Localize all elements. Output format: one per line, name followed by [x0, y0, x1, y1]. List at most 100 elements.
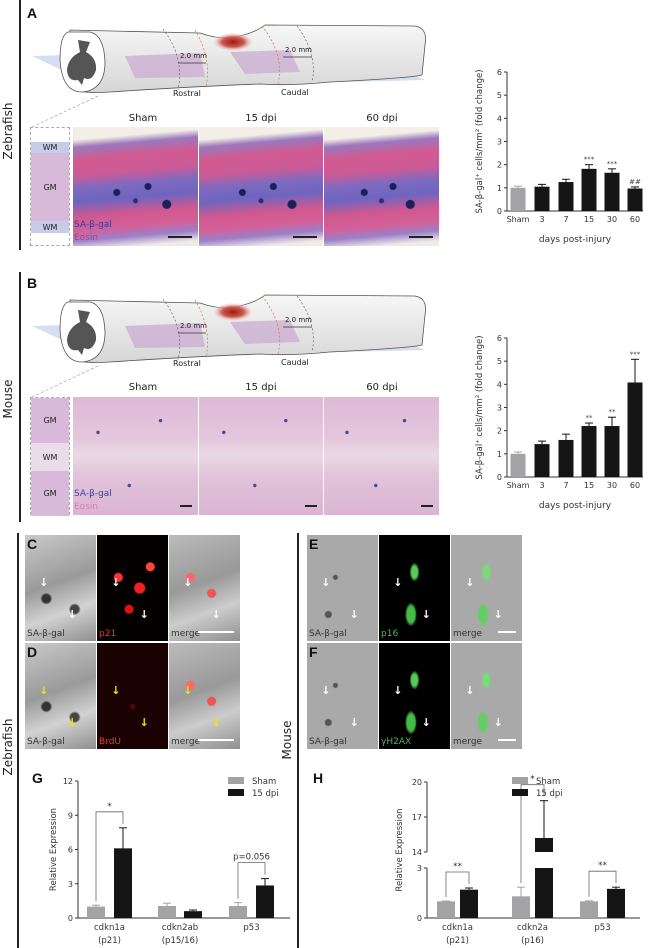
distance-label-caudal-mouse: 2.0 mm: [285, 316, 312, 324]
bar: [558, 439, 574, 477]
y-tick-label: 5: [497, 91, 502, 100]
bar: [604, 172, 620, 211]
arrow-icon: ↓: [139, 716, 149, 730]
y-tick-label: 0: [497, 207, 502, 216]
scale-bar: [198, 631, 234, 633]
panel-label-h: H: [313, 770, 324, 786]
rostral-label: Rostral: [173, 89, 201, 98]
y-axis-label: Relative Expression: [395, 808, 405, 891]
caudal-label: Caudal: [281, 88, 309, 97]
arrow-icon: ↓: [139, 608, 149, 622]
image-label: SA-β-gal: [27, 737, 65, 747]
legend-swatch: [512, 789, 528, 796]
scale-bar: [198, 739, 234, 741]
bar: [558, 182, 574, 211]
histology-image-60dpi: [324, 397, 440, 515]
y-tick-label: 3: [497, 138, 502, 147]
x-tick-sublabel: (p21): [98, 936, 121, 946]
x-tick-label: 3: [539, 215, 544, 224]
significance-label: **: [598, 861, 608, 871]
image-label: p16: [381, 629, 399, 639]
panel-divider: [19, 272, 21, 522]
x-tick-label: p53: [594, 923, 610, 933]
bar-sham: [580, 901, 598, 918]
image-label: SA-β-gal: [27, 629, 65, 639]
arrow-icon: ↓: [211, 716, 221, 730]
image-label: p21: [99, 629, 117, 639]
panel-label-d: D: [27, 644, 38, 660]
y-tick-label: 20: [412, 778, 422, 787]
x-tick-label: 15: [584, 215, 594, 224]
y-tick-label: 2: [497, 427, 502, 436]
panel-label-a: A: [27, 5, 38, 21]
bar-15-dpi: [535, 868, 553, 918]
y-tick-label: 2: [497, 161, 502, 170]
stain-label-sa-beta-gal: SA-β-gal: [74, 220, 112, 230]
y-axis-label: SA-β-gal⁺ cells/mm² (fold change): [475, 335, 485, 479]
image-label: BrdU: [99, 737, 122, 747]
stain-label-sa-beta-gal: SA-β-gal: [74, 489, 112, 499]
x-tick-label: cdkn1a: [442, 923, 473, 933]
arrow-icon: ↓: [321, 684, 331, 698]
image-label: merge: [171, 629, 201, 639]
legend-label: 15 dpi: [252, 789, 279, 799]
histology-image-15dpi: [199, 127, 324, 246]
significance-label: ***: [630, 350, 641, 358]
arrow-icon: ↓: [111, 684, 121, 698]
image-label: merge: [453, 629, 483, 639]
arrow-icon: ↓: [421, 716, 431, 730]
y-tick-label: 0: [497, 473, 502, 482]
significance-label: **: [453, 862, 463, 872]
y-tick-label: 1: [497, 450, 502, 459]
x-axis-label: days post-injury: [539, 501, 612, 511]
significance-label: ***: [584, 156, 595, 164]
legend-swatch: [228, 777, 244, 784]
panel-d-merge-image: merge ↓ ↓: [169, 643, 241, 749]
distance-label-caudal: 2.0 mm: [285, 46, 312, 54]
x-tick-sublabel: (p21): [446, 936, 469, 946]
y-tick-label: 1: [497, 184, 502, 193]
layer-wm: WM: [31, 221, 69, 233]
y-axis-label: Relative Expression: [49, 808, 59, 891]
significance-label: ***: [607, 160, 618, 168]
x-tick-label: Sham: [507, 481, 530, 490]
scale-bar: [498, 631, 516, 633]
y-tick-label: 9: [68, 811, 73, 820]
y-tick-label: 6: [497, 334, 502, 343]
stain-label-eosin: Eosin: [74, 502, 99, 512]
image-label: merge: [453, 737, 483, 747]
panel-label-g: G: [32, 770, 43, 786]
significance-label: *: [530, 775, 535, 785]
x-tick-sublabel: (p16): [521, 936, 544, 946]
arrow-icon: ↓: [465, 576, 475, 590]
bar-sham: [229, 906, 247, 918]
rostral-label-mouse: Rostral: [173, 359, 201, 368]
distance-label-rostral-mouse: 2.0 mm: [180, 322, 207, 330]
panel-f-merge-image: merge ↓ ↓: [451, 643, 523, 749]
bar: [581, 168, 597, 211]
bar-sham: [437, 901, 455, 918]
x-tick-label: 30: [607, 215, 617, 224]
arrow-icon: ↓: [39, 576, 49, 590]
y-tick-label: 0: [417, 914, 422, 923]
significance-bracket: [520, 784, 545, 884]
caudal-label-mouse: Caudal: [281, 358, 309, 367]
bar: [627, 382, 643, 477]
panel-label-c: C: [27, 536, 38, 552]
bar-sham: [158, 906, 176, 918]
panel-divider: [297, 533, 299, 948]
arrow-icon: ↓: [183, 576, 193, 590]
arrow-icon: ↓: [67, 716, 77, 730]
bar-15-dpi-upper: [535, 838, 553, 852]
arrow-icon: ↓: [393, 684, 403, 698]
x-tick-label: cdkn2a: [517, 923, 548, 933]
panel-c-fluorescence-image: p21 ↓ ↓: [97, 535, 169, 641]
layer-legend-mouse: GM WM GM: [30, 397, 70, 516]
column-title-60dpi: 60 dpi: [366, 113, 398, 124]
arrow-icon: ↓: [349, 608, 359, 622]
panel-c-brightfield-image: SA-β-gal ↓ ↓: [25, 535, 97, 641]
image-label: γH2AX: [381, 737, 412, 747]
bar: [604, 426, 620, 477]
significance-bracket: [588, 870, 617, 897]
